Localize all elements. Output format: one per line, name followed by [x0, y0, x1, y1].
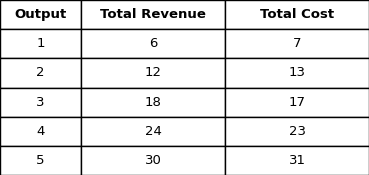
Text: Output: Output [14, 8, 67, 21]
Text: Total Revenue: Total Revenue [100, 8, 206, 21]
Bar [225, 117, 369, 146]
Bar [81, 117, 225, 146]
Text: 13: 13 [289, 66, 306, 79]
Text: 7: 7 [293, 37, 301, 50]
Bar [81, 58, 225, 88]
Text: 18: 18 [145, 96, 162, 108]
Bar [81, 88, 225, 117]
Bar [81, 29, 225, 58]
Text: 5: 5 [36, 154, 45, 167]
Text: 24: 24 [145, 125, 162, 138]
Text: 31: 31 [289, 154, 306, 167]
Text: Total Cost: Total Cost [260, 8, 334, 21]
Bar [81, 0, 225, 29]
Bar [225, 146, 369, 175]
Text: 17: 17 [289, 96, 306, 108]
Bar [225, 29, 369, 58]
Text: 2: 2 [36, 66, 45, 79]
Text: 3: 3 [36, 96, 45, 108]
Bar [0, 29, 81, 58]
Bar [225, 88, 369, 117]
Bar [81, 146, 225, 175]
Text: 30: 30 [145, 154, 162, 167]
Text: 4: 4 [37, 125, 45, 138]
Bar [0, 0, 81, 29]
Bar [0, 117, 81, 146]
Text: 6: 6 [149, 37, 157, 50]
Text: 12: 12 [145, 66, 162, 79]
Bar [225, 0, 369, 29]
Bar [0, 88, 81, 117]
Bar [0, 58, 81, 88]
Text: 23: 23 [289, 125, 306, 138]
Bar [225, 58, 369, 88]
Text: 1: 1 [36, 37, 45, 50]
Bar [0, 146, 81, 175]
